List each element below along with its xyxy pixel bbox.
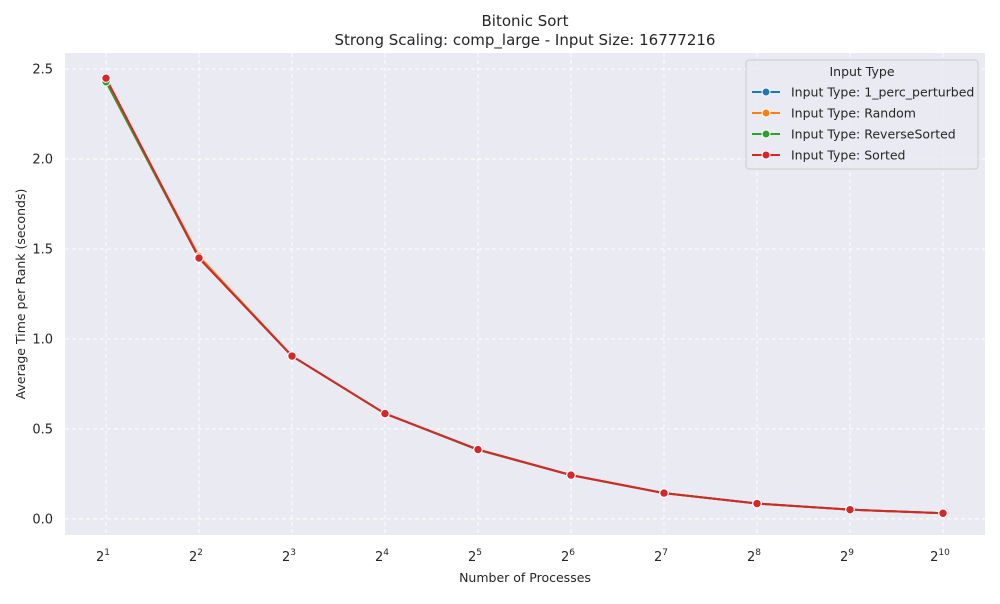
legend-box	[745, 59, 979, 170]
data-point	[194, 253, 204, 263]
x-tick-label: 28	[747, 548, 761, 565]
x-tick-label: 210	[930, 548, 950, 565]
legend-marker	[761, 150, 771, 160]
legend-label: Input Type: 1_perc_perturbed	[791, 85, 974, 100]
x-tick-base: 2	[96, 550, 104, 565]
y-tick-label: 2.5	[32, 63, 53, 78]
data-point	[566, 470, 576, 480]
x-tick-label: 22	[189, 548, 203, 565]
x-tick-label: 24	[375, 548, 389, 565]
x-axis-label: Number of Processes	[459, 570, 591, 585]
x-tick-label: 21	[96, 548, 110, 565]
chart-title: Bitonic Sort	[482, 12, 569, 30]
data-point	[473, 444, 483, 455]
x-tick-exponent: 6	[569, 548, 575, 558]
x-tick-exponent: 3	[290, 548, 296, 558]
series-markers	[101, 73, 948, 518]
legend: Input Type Input Type: 1_perc_perturbedI…	[745, 59, 979, 170]
x-tick-base: 2	[747, 550, 755, 565]
x-tick-exponent: 1	[104, 548, 110, 558]
legend-label: Input Type: ReverseSorted	[791, 127, 956, 142]
y-tick-label: 0.5	[32, 422, 53, 437]
y-axis-label: Average Time per Rank (seconds)	[13, 189, 28, 400]
data-point	[287, 351, 297, 361]
x-tick-exponent: 10	[938, 548, 950, 558]
legend-items: Input Type: 1_perc_perturbed Input Type: …	[752, 85, 974, 163]
legend-label: Input Type: Sorted	[791, 148, 905, 163]
y-tick-label: 1.5	[32, 243, 53, 258]
x-tick-base: 2	[189, 550, 197, 565]
legend-marker	[761, 108, 771, 118]
series-line	[105, 77, 944, 515]
y-axis-ticks: 0.0 0.5 1.0 1.5 2.0 2.5	[32, 63, 53, 528]
legend-title: Input Type	[829, 64, 894, 79]
data-point	[659, 488, 669, 498]
x-tick-base: 2	[468, 550, 476, 565]
x-tick-exponent: 5	[476, 548, 482, 558]
x-tick-label: 23	[282, 548, 296, 565]
series-lines	[105, 77, 944, 515]
x-tick-exponent: 8	[755, 548, 761, 558]
x-tick-label: 25	[468, 548, 482, 565]
x-tick-base: 2	[375, 550, 383, 565]
x-tick-label: 29	[840, 548, 854, 565]
data-point	[845, 504, 855, 515]
x-tick-base: 2	[654, 550, 662, 565]
y-tick-label: 0.0	[32, 512, 53, 527]
legend-marker	[761, 129, 771, 139]
x-tick-base: 2	[561, 550, 569, 565]
data-point	[101, 73, 111, 83]
legend-marker	[761, 87, 771, 97]
data-point	[380, 408, 390, 419]
x-tick-base: 2	[840, 550, 848, 565]
x-tick-exponent: 2	[197, 548, 203, 558]
legend-label: Input Type: Random	[791, 106, 916, 121]
y-tick-label: 2.0	[32, 153, 53, 168]
chart-subtitle: Strong Scaling: comp_large - Input Size:…	[335, 31, 716, 50]
x-tick-label: 27	[654, 548, 668, 565]
data-point	[752, 498, 762, 509]
x-tick-label: 26	[561, 548, 575, 565]
x-tick-exponent: 4	[383, 548, 389, 558]
x-tick-base: 2	[282, 550, 290, 565]
x-tick-exponent: 7	[662, 548, 668, 558]
x-tick-exponent: 9	[848, 548, 854, 558]
data-point	[938, 508, 948, 518]
x-tick-base: 2	[930, 550, 938, 565]
x-axis-ticks: 21 22 23 24 25 26 27 28 29 210	[96, 548, 950, 565]
y-tick-label: 1.0	[32, 332, 53, 347]
